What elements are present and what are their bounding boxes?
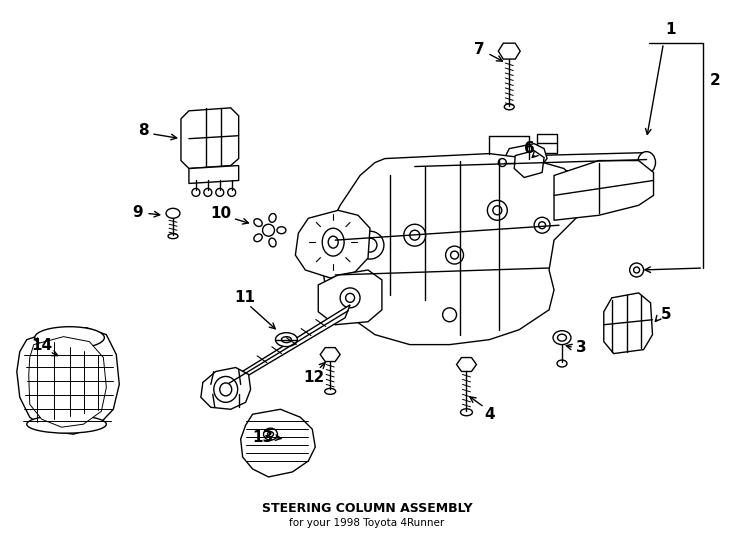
Text: for your 1998 Toyota 4Runner: for your 1998 Toyota 4Runner [289,518,445,528]
Text: STEERING COLUMN ASSEMBLY: STEERING COLUMN ASSEMBLY [262,502,472,515]
Ellipse shape [254,219,262,226]
Ellipse shape [504,104,515,110]
Ellipse shape [346,293,355,302]
Ellipse shape [404,224,426,246]
Polygon shape [201,368,250,409]
Ellipse shape [446,246,463,264]
Ellipse shape [443,308,457,322]
Polygon shape [515,151,544,178]
Ellipse shape [192,188,200,197]
Polygon shape [604,293,653,354]
Text: 6: 6 [524,141,534,156]
Ellipse shape [633,267,639,273]
Polygon shape [29,336,106,427]
Ellipse shape [254,234,262,242]
Ellipse shape [264,428,277,440]
Ellipse shape [356,231,384,259]
Ellipse shape [534,217,550,233]
Ellipse shape [558,334,567,341]
Polygon shape [17,328,120,434]
Polygon shape [241,409,316,477]
Polygon shape [295,210,370,278]
Ellipse shape [275,333,297,347]
Ellipse shape [269,213,276,222]
Text: 3: 3 [575,340,586,355]
Text: 10: 10 [210,206,231,221]
Ellipse shape [26,415,106,433]
Text: 11: 11 [234,291,255,305]
Ellipse shape [219,383,232,396]
Ellipse shape [263,224,275,236]
Polygon shape [320,153,579,345]
Polygon shape [537,134,557,153]
Ellipse shape [553,330,571,345]
Ellipse shape [322,228,344,256]
Ellipse shape [168,234,178,239]
Polygon shape [554,160,653,220]
Ellipse shape [324,388,335,394]
Polygon shape [415,153,647,176]
Polygon shape [189,166,239,184]
Ellipse shape [214,376,238,402]
Polygon shape [457,357,476,372]
Polygon shape [181,108,239,168]
Polygon shape [504,144,547,168]
Polygon shape [225,305,350,389]
Text: 5: 5 [661,307,672,322]
Text: 13: 13 [252,430,273,444]
Ellipse shape [269,238,276,247]
Ellipse shape [166,208,180,218]
Text: 1: 1 [665,22,676,37]
Ellipse shape [267,431,274,437]
Text: 7: 7 [474,42,484,57]
Ellipse shape [328,236,338,248]
Ellipse shape [340,288,360,308]
Ellipse shape [34,327,104,349]
Ellipse shape [204,188,212,197]
Ellipse shape [498,159,506,166]
Text: 8: 8 [138,123,148,138]
Ellipse shape [281,336,291,342]
Ellipse shape [363,238,377,252]
Polygon shape [319,270,382,325]
Ellipse shape [487,200,507,220]
Ellipse shape [638,152,655,173]
Ellipse shape [630,263,644,277]
Ellipse shape [228,188,236,197]
Text: 4: 4 [484,407,495,422]
Ellipse shape [451,251,459,259]
Text: 2: 2 [710,73,721,89]
Ellipse shape [277,227,286,234]
Ellipse shape [557,360,567,367]
Text: 9: 9 [132,205,142,220]
Ellipse shape [216,188,224,197]
Ellipse shape [539,222,545,229]
Text: 14: 14 [31,338,52,353]
Ellipse shape [410,230,420,240]
Polygon shape [320,348,340,361]
Ellipse shape [460,409,473,416]
Ellipse shape [493,206,502,215]
Polygon shape [498,43,520,59]
Text: 12: 12 [304,370,325,385]
